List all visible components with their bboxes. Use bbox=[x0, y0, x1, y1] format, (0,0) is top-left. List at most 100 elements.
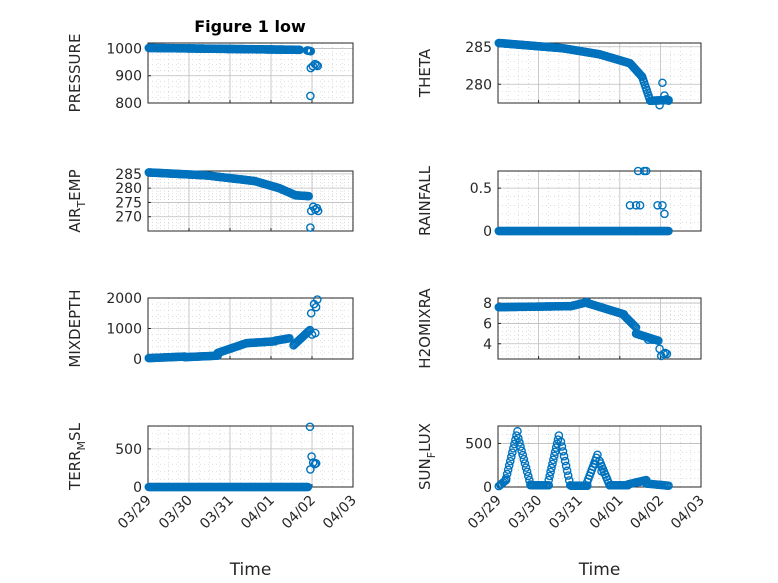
y-tick-label: 275 bbox=[115, 195, 142, 211]
x-tick-label: 04/02 bbox=[279, 493, 319, 533]
data-point bbox=[655, 100, 664, 110]
subplot-pressure: 800 900 1000 PRESSURE bbox=[66, 34, 354, 112]
data-point bbox=[313, 206, 323, 216]
data-point bbox=[313, 295, 322, 304]
data-point bbox=[515, 438, 524, 447]
subplot-mixdepth: 0 1000 2000 MIXDEPTH bbox=[66, 289, 354, 368]
data-point bbox=[633, 166, 643, 176]
data-point bbox=[635, 200, 645, 210]
data-point bbox=[548, 459, 557, 469]
y-tick-label: 2000 bbox=[106, 291, 142, 307]
data-point bbox=[641, 166, 651, 176]
data-point bbox=[559, 451, 569, 461]
y-axis-label: RAINFALL bbox=[416, 165, 434, 236]
subplot-sun: 0 500 03/29 03/30 03/31 04/01 04/02 04/03 Time SU… bbox=[416, 423, 708, 580]
data-point bbox=[307, 452, 316, 461]
y-tick-label: 500 bbox=[465, 436, 492, 452]
data-point bbox=[551, 443, 561, 453]
subplot-h2omixra: 4 6 8 H2OMIXRA bbox=[416, 288, 702, 369]
data-point bbox=[501, 473, 511, 483]
data-point bbox=[516, 442, 525, 451]
data-series bbox=[144, 295, 322, 363]
y-axis-label: SUNFLUX bbox=[416, 423, 438, 490]
x-tick-label: 04/02 bbox=[627, 493, 667, 533]
data-point bbox=[643, 335, 653, 344]
data-point bbox=[306, 308, 316, 318]
data-series bbox=[494, 426, 673, 491]
y-tick-label: 1000 bbox=[106, 322, 142, 338]
data-point bbox=[629, 320, 639, 330]
x-tick-label: 03/31 bbox=[546, 493, 586, 533]
data-point bbox=[308, 61, 318, 71]
data-point bbox=[305, 422, 315, 432]
y-axis-label: AIRTEMP bbox=[66, 169, 88, 232]
x-tick-label: 04/01 bbox=[238, 493, 278, 533]
data-series bbox=[494, 38, 673, 110]
data-point bbox=[591, 460, 600, 469]
data-point bbox=[544, 475, 554, 485]
y-tick-label: 285 bbox=[465, 40, 492, 56]
data-point bbox=[311, 459, 321, 468]
data-point bbox=[503, 465, 513, 475]
y-axis-label: THETA bbox=[416, 48, 434, 98]
data-point bbox=[658, 200, 667, 210]
data-point bbox=[544, 480, 554, 490]
data-point bbox=[304, 191, 314, 201]
data-point bbox=[662, 349, 672, 359]
y-tick-label: 900 bbox=[115, 69, 142, 85]
x-tick-label: 04/03 bbox=[320, 493, 360, 533]
data-point bbox=[310, 328, 320, 338]
y-tick-label: 0 bbox=[483, 480, 492, 496]
data-point bbox=[556, 437, 566, 446]
data-point bbox=[520, 459, 530, 468]
data-point bbox=[547, 463, 556, 473]
y-tick-label: 0.5 bbox=[470, 181, 492, 197]
data-series bbox=[144, 168, 323, 232]
y-tick-label: 1000 bbox=[106, 41, 142, 57]
axes-border bbox=[497, 425, 702, 488]
data-point bbox=[306, 223, 315, 232]
data-point bbox=[518, 450, 528, 460]
data-point bbox=[654, 336, 663, 346]
x-tick-label: 03/29 bbox=[115, 493, 155, 533]
y-tick-label: 6 bbox=[483, 316, 492, 332]
data-point bbox=[504, 461, 514, 470]
y-tick-label: 270 bbox=[115, 210, 142, 226]
data-point bbox=[631, 200, 641, 210]
data-point bbox=[664, 226, 673, 236]
data-point bbox=[597, 467, 606, 476]
data-point bbox=[285, 333, 294, 343]
data-point bbox=[625, 200, 635, 210]
data-point bbox=[664, 481, 673, 490]
x-tick-label: 03/30 bbox=[506, 493, 546, 533]
data-point bbox=[514, 433, 523, 443]
y-tick-label: 0 bbox=[133, 480, 142, 496]
data-point bbox=[563, 471, 573, 480]
data-point bbox=[505, 456, 515, 466]
data-point bbox=[508, 448, 517, 457]
y-axis-label: MIXDEPTH bbox=[66, 289, 84, 367]
data-point bbox=[662, 94, 671, 104]
x-tick-label: 03/31 bbox=[197, 493, 237, 533]
data-point bbox=[558, 447, 568, 456]
data-point bbox=[519, 454, 529, 464]
data-point bbox=[549, 451, 559, 461]
data-point bbox=[562, 466, 572, 476]
data-point bbox=[502, 469, 512, 479]
data-series bbox=[144, 422, 321, 492]
axes-border bbox=[147, 170, 354, 232]
data-point bbox=[517, 446, 526, 456]
data-point bbox=[660, 209, 669, 219]
x-tick-label: 03/30 bbox=[156, 493, 196, 533]
data-point bbox=[522, 467, 532, 477]
data-series bbox=[494, 297, 672, 361]
data-point bbox=[549, 455, 558, 465]
data-point bbox=[306, 465, 315, 474]
x-tick-label: 04/01 bbox=[587, 493, 627, 533]
x-axis-label: Time bbox=[229, 560, 272, 580]
data-series bbox=[144, 43, 323, 101]
subplot-rainfall: 0 0.5 RAINFALL bbox=[416, 165, 702, 240]
